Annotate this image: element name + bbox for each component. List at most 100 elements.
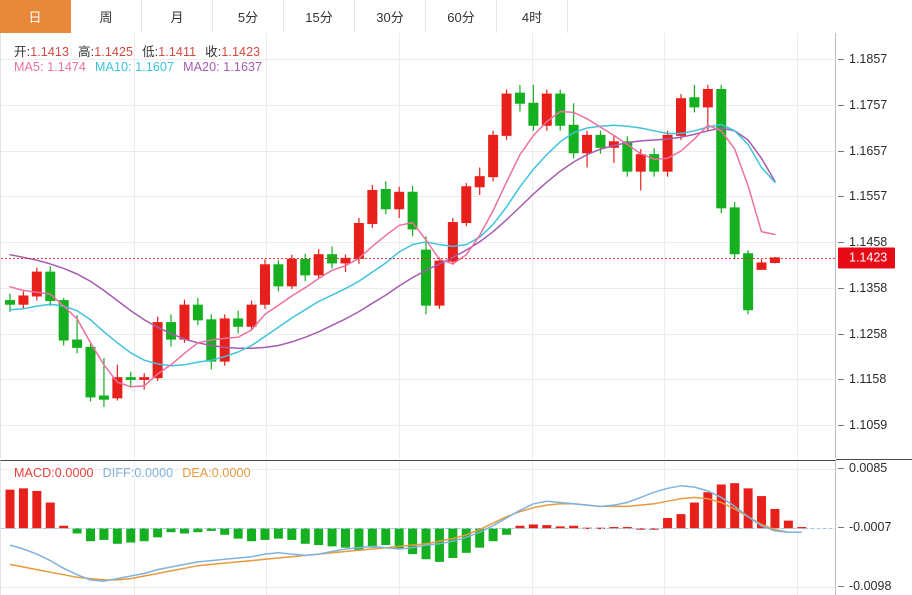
macd-bar-26 — [354, 528, 364, 551]
candle-body — [112, 377, 123, 399]
candle-47 — [635, 149, 646, 191]
macd-chart-panel[interactable] — [0, 460, 836, 595]
timeframe-tab-label: 日 — [28, 10, 42, 25]
candle-body — [31, 271, 42, 297]
candle-body — [300, 258, 311, 276]
macd-bar-12 — [166, 528, 176, 533]
macd-bar-4 — [59, 525, 69, 529]
macd-axis-label-2-tick — [838, 586, 844, 587]
candle-body — [394, 191, 405, 210]
candle-body — [541, 93, 552, 126]
macd-bar-36 — [488, 528, 498, 542]
candle-49 — [662, 130, 673, 177]
timeframe-tab-1[interactable]: 周 — [71, 0, 142, 33]
macd-bar-48 — [649, 528, 659, 530]
candle-18 — [246, 300, 257, 331]
candle-body — [353, 222, 364, 259]
candle-body — [702, 88, 713, 108]
price-axis-label-0-tick — [838, 58, 844, 60]
macd-bar-25 — [341, 528, 350, 548]
macd-bar-49 — [663, 518, 673, 529]
candle-body — [635, 154, 646, 172]
macd-bar-35 — [475, 528, 485, 548]
timeframe-tab-label: 60分 — [447, 10, 475, 25]
candle-22 — [300, 253, 311, 282]
candle-51 — [689, 84, 700, 113]
candle-body — [259, 264, 270, 305]
candle-body — [45, 271, 56, 302]
candle-9 — [125, 371, 136, 388]
candle-36 — [488, 130, 499, 182]
timeframe-tab-3[interactable]: 5分 — [213, 0, 284, 33]
macd-bar-2 — [32, 490, 42, 529]
macd-bar-0 — [5, 489, 15, 529]
candle-34 — [461, 183, 472, 227]
candle-body — [407, 191, 418, 230]
timeframe-tab-6[interactable]: 60分 — [426, 0, 497, 33]
macd-bar-37 — [502, 528, 512, 535]
candle-52 — [702, 84, 713, 131]
panel-separator — [836, 459, 912, 460]
price-axis-label-2: 1.1657 — [849, 143, 888, 158]
diff-line — [9, 485, 802, 582]
candle-27 — [367, 184, 378, 229]
macd-bar-59 — [797, 527, 807, 529]
candle-body — [622, 141, 633, 172]
candle-body — [125, 377, 136, 380]
macd-bar-58 — [783, 520, 793, 529]
macd-bar-32 — [434, 528, 444, 562]
macd-bar-33 — [448, 528, 458, 558]
macd-bar-30 — [408, 528, 418, 555]
candle-body — [273, 264, 284, 287]
candle-7 — [98, 357, 109, 408]
candle-29 — [394, 186, 405, 218]
macd-bar-47 — [636, 528, 646, 530]
price-axis-label-0: 1.1857 — [849, 51, 888, 66]
candle-body — [313, 254, 324, 276]
candle-3 — [45, 266, 56, 307]
candle-19 — [259, 259, 270, 309]
price-axis-label-5: 1.1358 — [849, 280, 888, 295]
candle-body — [769, 257, 780, 263]
macd-bar-13 — [179, 528, 189, 534]
macd-bar-52 — [703, 492, 713, 529]
candle-body — [649, 154, 660, 172]
candle-31 — [421, 236, 432, 315]
candle-body — [179, 304, 190, 340]
candle-body — [501, 93, 512, 136]
macd-bar-1 — [18, 488, 28, 529]
macd-bar-8 — [112, 528, 122, 544]
price-axis-label-4: 1.1458 — [849, 234, 888, 249]
price-axis-label-8: 1.1059 — [849, 417, 888, 432]
price-axis-label-7-tick — [838, 379, 844, 381]
timeframe-tab-4[interactable]: 15分 — [284, 0, 355, 33]
right-value-axis: 1.1857 1.1757 1.1657 1.1557 1.1458 1.1358 1.12… — [836, 33, 912, 595]
timeframe-tab-0[interactable]: 日 — [0, 0, 71, 33]
timeframe-tab-label: 4时 — [521, 10, 543, 25]
price-axis-label-5-tick — [838, 287, 844, 289]
price-axis-label-1-tick — [838, 104, 844, 106]
timeframe-tab-2[interactable]: 月 — [142, 0, 213, 33]
macd-bar-20 — [273, 528, 283, 539]
candle-body — [662, 134, 673, 172]
timeframe-tab-5[interactable]: 30分 — [355, 0, 426, 33]
macd-bar-55 — [743, 488, 753, 529]
candle-body — [676, 98, 686, 136]
candle-38 — [514, 84, 525, 112]
price-axis-label-3: 1.1557 — [849, 189, 888, 204]
candle-20 — [273, 260, 284, 292]
candle-32 — [434, 257, 445, 309]
macd-bar-45 — [609, 527, 619, 529]
candle-body — [152, 322, 163, 379]
candle-body — [327, 254, 338, 264]
price-chart-panel[interactable] — [0, 33, 836, 458]
timeframe-tabbar: 日 周 月 5分 15分 30分 60分 4时 — [0, 0, 912, 34]
candle-body — [421, 249, 432, 306]
macd-bar-38 — [515, 525, 525, 529]
candle-53 — [716, 84, 727, 214]
candle-50 — [676, 94, 686, 140]
macd-bar-23 — [314, 528, 324, 546]
candle-13 — [179, 299, 190, 343]
timeframe-tab-7[interactable]: 4时 — [497, 0, 568, 33]
